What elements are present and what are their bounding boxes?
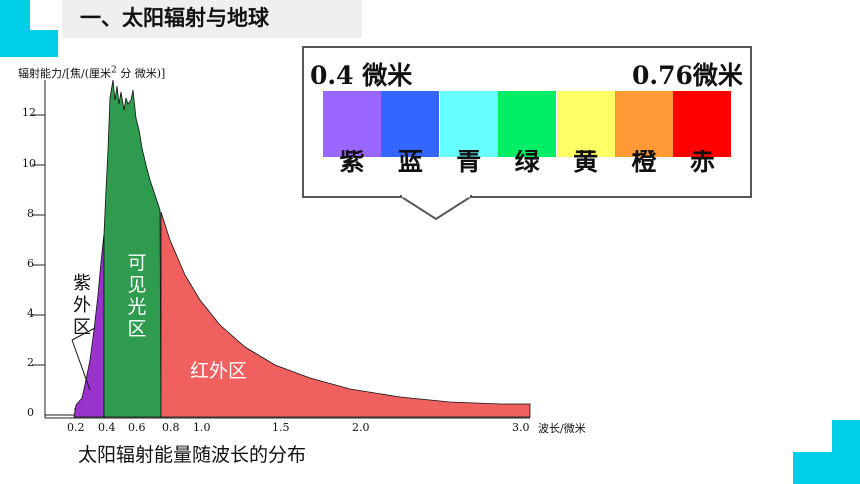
y-tick-label: 0: [27, 406, 34, 419]
spectrum-band-label: 青: [456, 150, 482, 174]
callout-pointer: [400, 195, 472, 221]
spectrum-band-label: 绿: [514, 150, 540, 174]
spectrum-band-label: 蓝: [397, 150, 423, 174]
corner-decoration-bottom-right: [832, 420, 860, 484]
y-tick-label: 12: [22, 106, 36, 119]
spectrum-band-label: 紫: [339, 150, 365, 174]
visible-region-area: [103, 79, 162, 418]
corner-decoration-bottom-right-inner: [793, 452, 832, 484]
x-tick-label: 1.0: [193, 421, 211, 434]
uv-region-label-text: 紫外区: [73, 273, 91, 338]
uv-label-pointer: [71, 327, 96, 341]
y-tick-marks: [32, 114, 45, 366]
y-tick-label: 8: [27, 207, 34, 220]
x-tick-label: 0.6: [128, 421, 146, 434]
visible-region-label-text: 可见光区: [127, 252, 147, 340]
x-tick-label: 2.0: [352, 421, 370, 434]
x-tick-label: 3.0: [512, 421, 530, 434]
spectrum-band: [439, 91, 498, 157]
x-tick-label: 1.5: [272, 421, 290, 434]
spectrum-end-label: 0.76微米: [632, 61, 743, 90]
visible-region-label: 可见光区: [125, 252, 149, 340]
spectrum-band: [498, 91, 557, 157]
spectrum-band-label: 黄: [573, 150, 599, 174]
uv-label-pointer-line: [71, 339, 91, 391]
x-tick-label: 0.2: [67, 421, 85, 434]
y-tick-label: 6: [27, 257, 34, 270]
infrared-region-label: 红外区: [190, 360, 248, 382]
spectrum-band-label: 赤: [689, 150, 715, 174]
y-tick-label: 10: [22, 157, 36, 170]
y-tick-label: 2: [27, 356, 34, 369]
spectrum-band: [673, 91, 732, 157]
infrared-region-area: [160, 211, 531, 418]
spectrum-band: [323, 91, 381, 157]
spectrum-start-label: 0.4 微米: [310, 61, 413, 90]
spectrum-band-label: 橙: [631, 150, 657, 174]
uv-region-label: 紫外区: [69, 273, 95, 339]
y-tick-label: 4: [27, 307, 34, 320]
spectrum-band: [381, 91, 440, 157]
spectrum-band: [615, 91, 673, 157]
spectrum-band: [556, 91, 615, 157]
x-tick-label: 0.8: [162, 421, 180, 434]
chart-caption: 太阳辐射能量随波长的分布: [78, 444, 307, 466]
x-axis-title: 波长/微米: [538, 422, 586, 435]
slide-title: 一、太阳辐射与地球: [80, 6, 269, 30]
x-tick-label: 0.4: [98, 421, 116, 434]
y-axis-title-text: 辐射能力/[焦/(厘米2 分 微米)]: [18, 65, 166, 80]
y-axis-title: 辐射能力/[焦/(厘米2 分 微米)]: [18, 65, 165, 81]
title-banner: [62, 0, 362, 38]
corner-decoration-top-left: [0, 0, 30, 57]
corner-decoration-top-left-inner: [30, 30, 58, 57]
